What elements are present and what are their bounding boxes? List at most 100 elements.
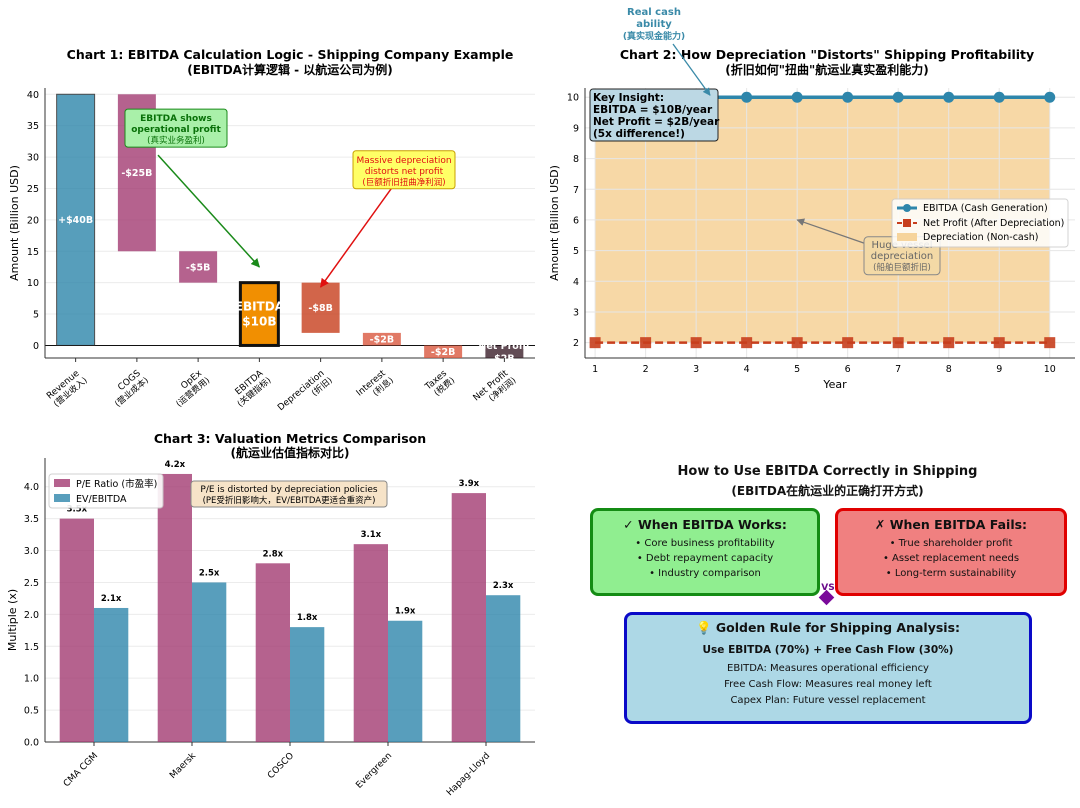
callout-text: (真实现金能力) (623, 30, 685, 42)
annotation-text: Massive depreciation (356, 156, 451, 166)
chart2-xlabel: Year (822, 378, 847, 391)
chart3-xtick-label: Evergreen (354, 751, 394, 791)
bar-value-label: $10B (242, 315, 276, 329)
bar-value-label: +$40B (58, 215, 93, 226)
chart1-svg: Chart 1: EBITDA Calculation Logic - Ship… (8, 47, 535, 413)
chart3-xtick-label: COSCO (266, 751, 296, 781)
chart2-xtick: 5 (794, 364, 800, 375)
bar-value-label: -$5B (186, 262, 210, 273)
bar-value-label: -$2B (431, 347, 455, 358)
valuation-bar (192, 582, 227, 742)
chart2-xtick: 3 (693, 364, 699, 375)
lightbulb-icon: 💡 (695, 620, 712, 635)
valuation-bar (255, 563, 290, 742)
chart2-ytick: 7 (573, 185, 579, 196)
golden-item: Capex Plan: Future vessel replacement (730, 695, 926, 706)
chart1-title: Chart 1: EBITDA Calculation Logic - Ship… (67, 47, 514, 62)
chart3-ytick: 3.0 (24, 546, 39, 557)
annotation-text: operational profit (131, 125, 221, 135)
chart3-ylabel: Multiple (x) (6, 589, 19, 651)
fails-item: • True shareholder profit (889, 538, 1013, 549)
insight-text: Key Insight: (593, 92, 664, 104)
ebitda-point (892, 91, 904, 103)
waterfall-bar (301, 282, 340, 333)
legend-swatch (903, 204, 911, 212)
legend-label: P/E Ratio (市盈率) (76, 478, 157, 490)
chart2-xtick: 9 (996, 364, 1002, 375)
chart2-ytick: 2 (573, 338, 579, 349)
chart3-ytick: 0.0 (24, 738, 39, 749)
net-profit-point (741, 337, 753, 349)
guide-title: How to Use EBITDA Correctly in Shipping (677, 464, 978, 479)
chart1-ytick: 25 (27, 184, 39, 195)
callout-arrow (672, 43, 711, 96)
chart1-ytick: 15 (27, 247, 39, 258)
ebitda-point (1044, 91, 1056, 103)
waterfall-bar (179, 251, 218, 283)
chart2-xtick: 2 (643, 364, 649, 375)
fails-title: ✗ When EBITDA Fails: (874, 517, 1028, 532)
net-profit-point (791, 337, 803, 349)
legend-label: EV/EBITDA (76, 494, 127, 505)
waterfall-bar (485, 345, 524, 358)
chart2-ytick: 5 (573, 246, 579, 257)
valuation-bar-label: 4.2x (165, 460, 186, 470)
chart2-xtick: 10 (1044, 364, 1056, 375)
note-text: (PE受折旧影响大，EV/EBITDA更适合重资产) (203, 495, 376, 506)
chart2-xtick: 6 (845, 364, 851, 375)
net-profit-point (589, 337, 601, 349)
chart2-subtitle: (折旧如何"扭曲"航运业真实盈利能力) (725, 62, 928, 77)
insight-text: EBITDA = $10B/year (593, 104, 713, 116)
bar-value-label: -$25B (121, 168, 152, 179)
golden-item: Free Cash Flow: Measures real money left (724, 679, 932, 690)
guide-subtitle: (EBITDA在航运业的正确打开方式) (731, 484, 924, 498)
chart3-subtitle: (航运业估值指标对比) (231, 445, 350, 460)
golden-main: Use EBITDA (70%) + Free Cash Flow (30%) (702, 644, 954, 656)
waterfall-bar (238, 281, 280, 347)
bar-value-label: -$2B (370, 334, 394, 345)
legend-swatch (903, 219, 911, 227)
chart3-xtick-label: Hapag-Lloyd (445, 751, 492, 798)
waterfall-bar (56, 93, 96, 346)
chart1-ytick: 35 (27, 121, 39, 132)
chart2-svg: Chart 2: How Depreciation "Distorts" Shi… (548, 7, 1075, 391)
works-item: • Debt repayment capacity (636, 553, 774, 564)
insight-box (589, 88, 719, 142)
chart2-ytick: 10 (567, 93, 579, 104)
note-box (190, 480, 388, 508)
waterfall-bar (362, 332, 401, 346)
chart2-ytick: 3 (573, 307, 579, 318)
chart2-xtick: 4 (744, 364, 750, 375)
valuation-bar-label: 1.8x (297, 613, 318, 623)
chart2-panel: Chart 2: How Depreciation "Distorts" Shi… (540, 0, 1080, 420)
net-profit-point (993, 337, 1005, 349)
chart2-legend-box (891, 198, 1069, 248)
valuation-bar (388, 620, 423, 742)
chart1-ytick: 0 (33, 341, 39, 352)
net-profit-point (640, 337, 652, 349)
works-box: ✓ When EBITDA Works: • Core business pro… (590, 508, 820, 596)
chart3-title: Chart 3: Valuation Metrics Comparison (154, 431, 426, 446)
chart3-ytick: 2.5 (24, 578, 39, 589)
note-text: P/E is distorted by depreciation policie… (200, 485, 378, 495)
callout-text: ability (636, 19, 672, 30)
callout-text: depreciation (871, 251, 933, 262)
valuation-bar (94, 607, 129, 742)
chart2-ytick: 6 (573, 215, 579, 226)
chart1-ytick: 30 (27, 153, 39, 164)
chart1-ytick: 40 (27, 90, 39, 101)
chart2-ytick: 9 (573, 123, 579, 134)
ebitda-point (842, 91, 854, 103)
chart1-ylabel: Amount (Billion USD) (8, 165, 21, 281)
legend-swatch (54, 494, 70, 502)
annotation-text: (真实业务盈利) (147, 135, 205, 146)
valuation-bar-label: 2.5x (199, 568, 220, 578)
golden-title-row: 💡 Golden Rule for Shipping Analysis: (627, 620, 1029, 636)
insight-text: (5x difference!) (593, 128, 685, 140)
valuation-bar-label: 3.9x (459, 479, 480, 489)
net-profit-point (690, 337, 702, 349)
chart3-ytick: 2.0 (24, 610, 39, 621)
valuation-bar (486, 595, 521, 742)
annotation-box (352, 150, 456, 190)
chart3-ytick: 3.5 (24, 514, 39, 525)
